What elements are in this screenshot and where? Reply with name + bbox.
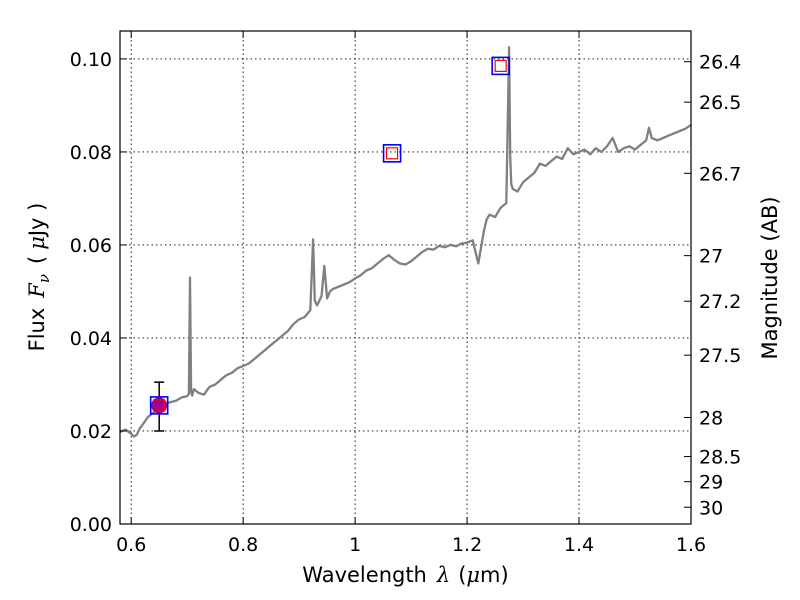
y2-tick-label-1: 26.5: [699, 92, 741, 114]
x-axis-title: Wavelength λ (μm): [302, 563, 508, 587]
photometry-square-outer-2: [491, 56, 510, 76]
y2-tick-label-7: 28.5: [699, 447, 741, 469]
photometry-square-inner-2: [494, 59, 507, 72]
y2-tick-label-5: 27.5: [699, 345, 741, 367]
y2-tick-label-4: 27.2: [699, 291, 741, 313]
y2-tick-label-3: 27: [699, 246, 723, 268]
x-axis-symbol: λ: [436, 563, 450, 587]
y-axis-subscript: ν: [35, 274, 53, 283]
y-axis-unit-suffix: Jy ): [25, 203, 49, 239]
photometry-points: [149, 56, 510, 432]
spectrum-series: [120, 46, 691, 438]
axis-ticks: 0.6 0.8 1 1.2 1.4 1.6 0.00 0.02 0.04 0.06 0.08 0.10…: [70, 31, 741, 556]
y-axis-title: Flux Fν ( μJy ): [25, 203, 53, 352]
x-axis-unit-mu: μ: [466, 563, 480, 587]
x-axis-label-text: Wavelength: [302, 563, 427, 587]
x-axis-unit-prefix: (: [458, 563, 466, 587]
x-axis-unit-suffix: m): [480, 563, 509, 587]
y-axis-label-text: Flux: [25, 308, 49, 352]
x-tick-label-2: 1: [349, 534, 361, 556]
y2-axis-title: Magnitude (AB): [758, 196, 782, 359]
x-tick-label-5: 1.6: [676, 534, 706, 556]
y-tick-label-1: 0.02: [70, 421, 112, 443]
y-tick-label-2: 0.04: [70, 328, 112, 350]
y-tick-label-4: 0.08: [70, 142, 112, 164]
y2-tick-label-8: 29: [699, 472, 723, 494]
plot-frame: [119, 30, 692, 525]
y-axis-unit-prefix: (: [25, 256, 49, 264]
y2-tick-label-0: 26.4: [699, 52, 741, 74]
y2-tick-label-9: 30: [699, 497, 723, 519]
grid: [120, 31, 692, 525]
photometry-square-outer-0: [149, 396, 169, 415]
y2-tick-label-2: 26.7: [699, 163, 741, 185]
x-tick-label-0: 0.6: [116, 534, 146, 556]
photometry-square-outer-1: [382, 144, 402, 163]
x-tick-label-4: 1.4: [564, 534, 594, 556]
y-tick-label-0: 0.00: [70, 514, 112, 536]
y-axis-symbol: F: [25, 282, 49, 299]
spectrum-line: [120, 46, 691, 438]
photometry-square-inner-0: [153, 399, 166, 412]
measured-point: [151, 397, 168, 414]
photometry-square-inner-1: [385, 147, 399, 160]
x-tick-label-1: 0.8: [228, 534, 258, 556]
y-tick-label-3: 0.06: [70, 235, 112, 257]
y-axis-unit-mu: μ: [25, 236, 49, 250]
y-tick-label-5: 0.10: [70, 49, 112, 71]
x-tick-label-3: 1.2: [452, 534, 482, 556]
y2-tick-label-6: 28: [699, 407, 723, 429]
